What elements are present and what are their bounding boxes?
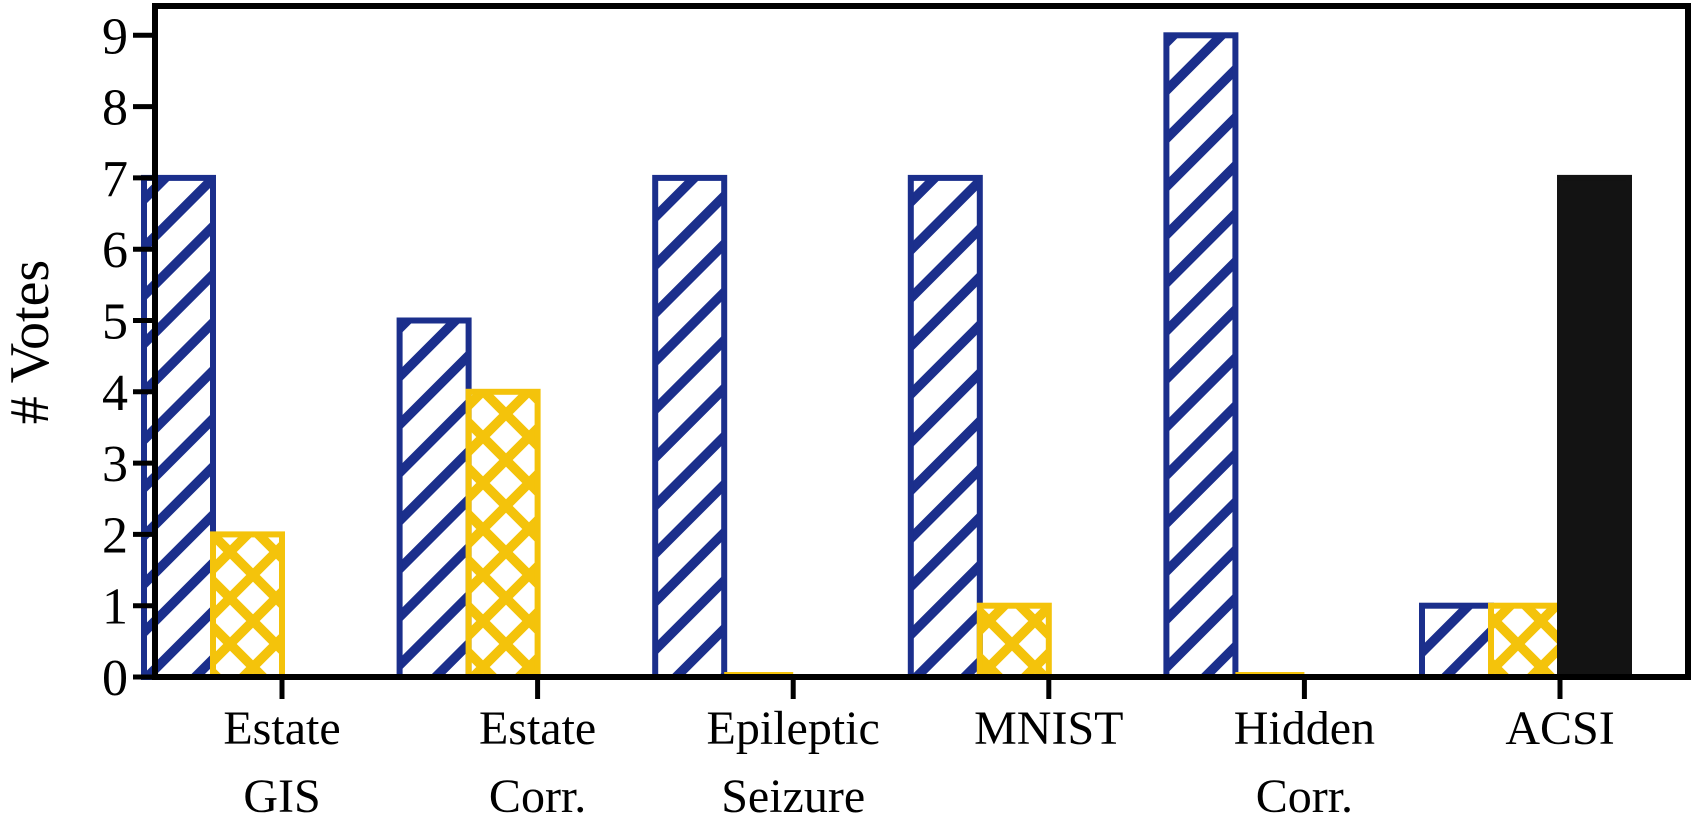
bar	[396, 317, 472, 680]
bar	[1557, 174, 1632, 680]
x-category-label: Seizure	[721, 770, 865, 817]
x-category-label: Corr.	[1256, 770, 1353, 817]
x-category-label: Hidden	[1234, 702, 1375, 755]
bar	[652, 174, 728, 680]
axes-frame	[152, 3, 1691, 680]
x-category-label: GIS	[243, 770, 320, 817]
y-tick-label: 2	[102, 507, 128, 564]
x-category-label: Estate	[223, 702, 340, 755]
bars-group	[141, 32, 1632, 681]
x-category-label: ACSI	[1505, 702, 1614, 755]
x-category-label: Epileptic	[707, 702, 880, 755]
x-category-label: Corr.	[489, 770, 586, 817]
y-tick-label: 0	[102, 650, 128, 707]
y-tick-label: 4	[102, 365, 128, 422]
bar	[1488, 602, 1563, 681]
y-tick-label: 3	[102, 436, 128, 493]
series-gold-crosshatch	[210, 388, 1563, 681]
bar	[907, 174, 983, 680]
y-tick-label: 8	[102, 80, 128, 137]
series-blue-diagonal-hatch	[141, 32, 1494, 681]
bar	[210, 531, 285, 681]
bar	[1419, 602, 1494, 681]
y-tick-label: 7	[102, 151, 128, 208]
x-axis-group: Estate GIS Estate Corr. Epileptic Seizure MNIS…	[223, 677, 1615, 817]
bar	[465, 388, 541, 680]
y-axis-group: 0 1 2 3 4 5 6 7 8 9	[102, 8, 155, 707]
bar	[1163, 32, 1239, 681]
x-category-label: MNIST	[974, 702, 1123, 755]
y-tick-label: 1	[102, 579, 128, 636]
y-tick-label: 5	[102, 294, 128, 351]
y-tick-label: 9	[102, 8, 128, 65]
y-axis-title: # Votes	[0, 260, 61, 424]
bar	[976, 602, 1052, 681]
y-tick-label: 6	[102, 222, 128, 279]
x-category-label: Estate	[479, 702, 596, 755]
series-black-solid	[1557, 174, 1632, 680]
